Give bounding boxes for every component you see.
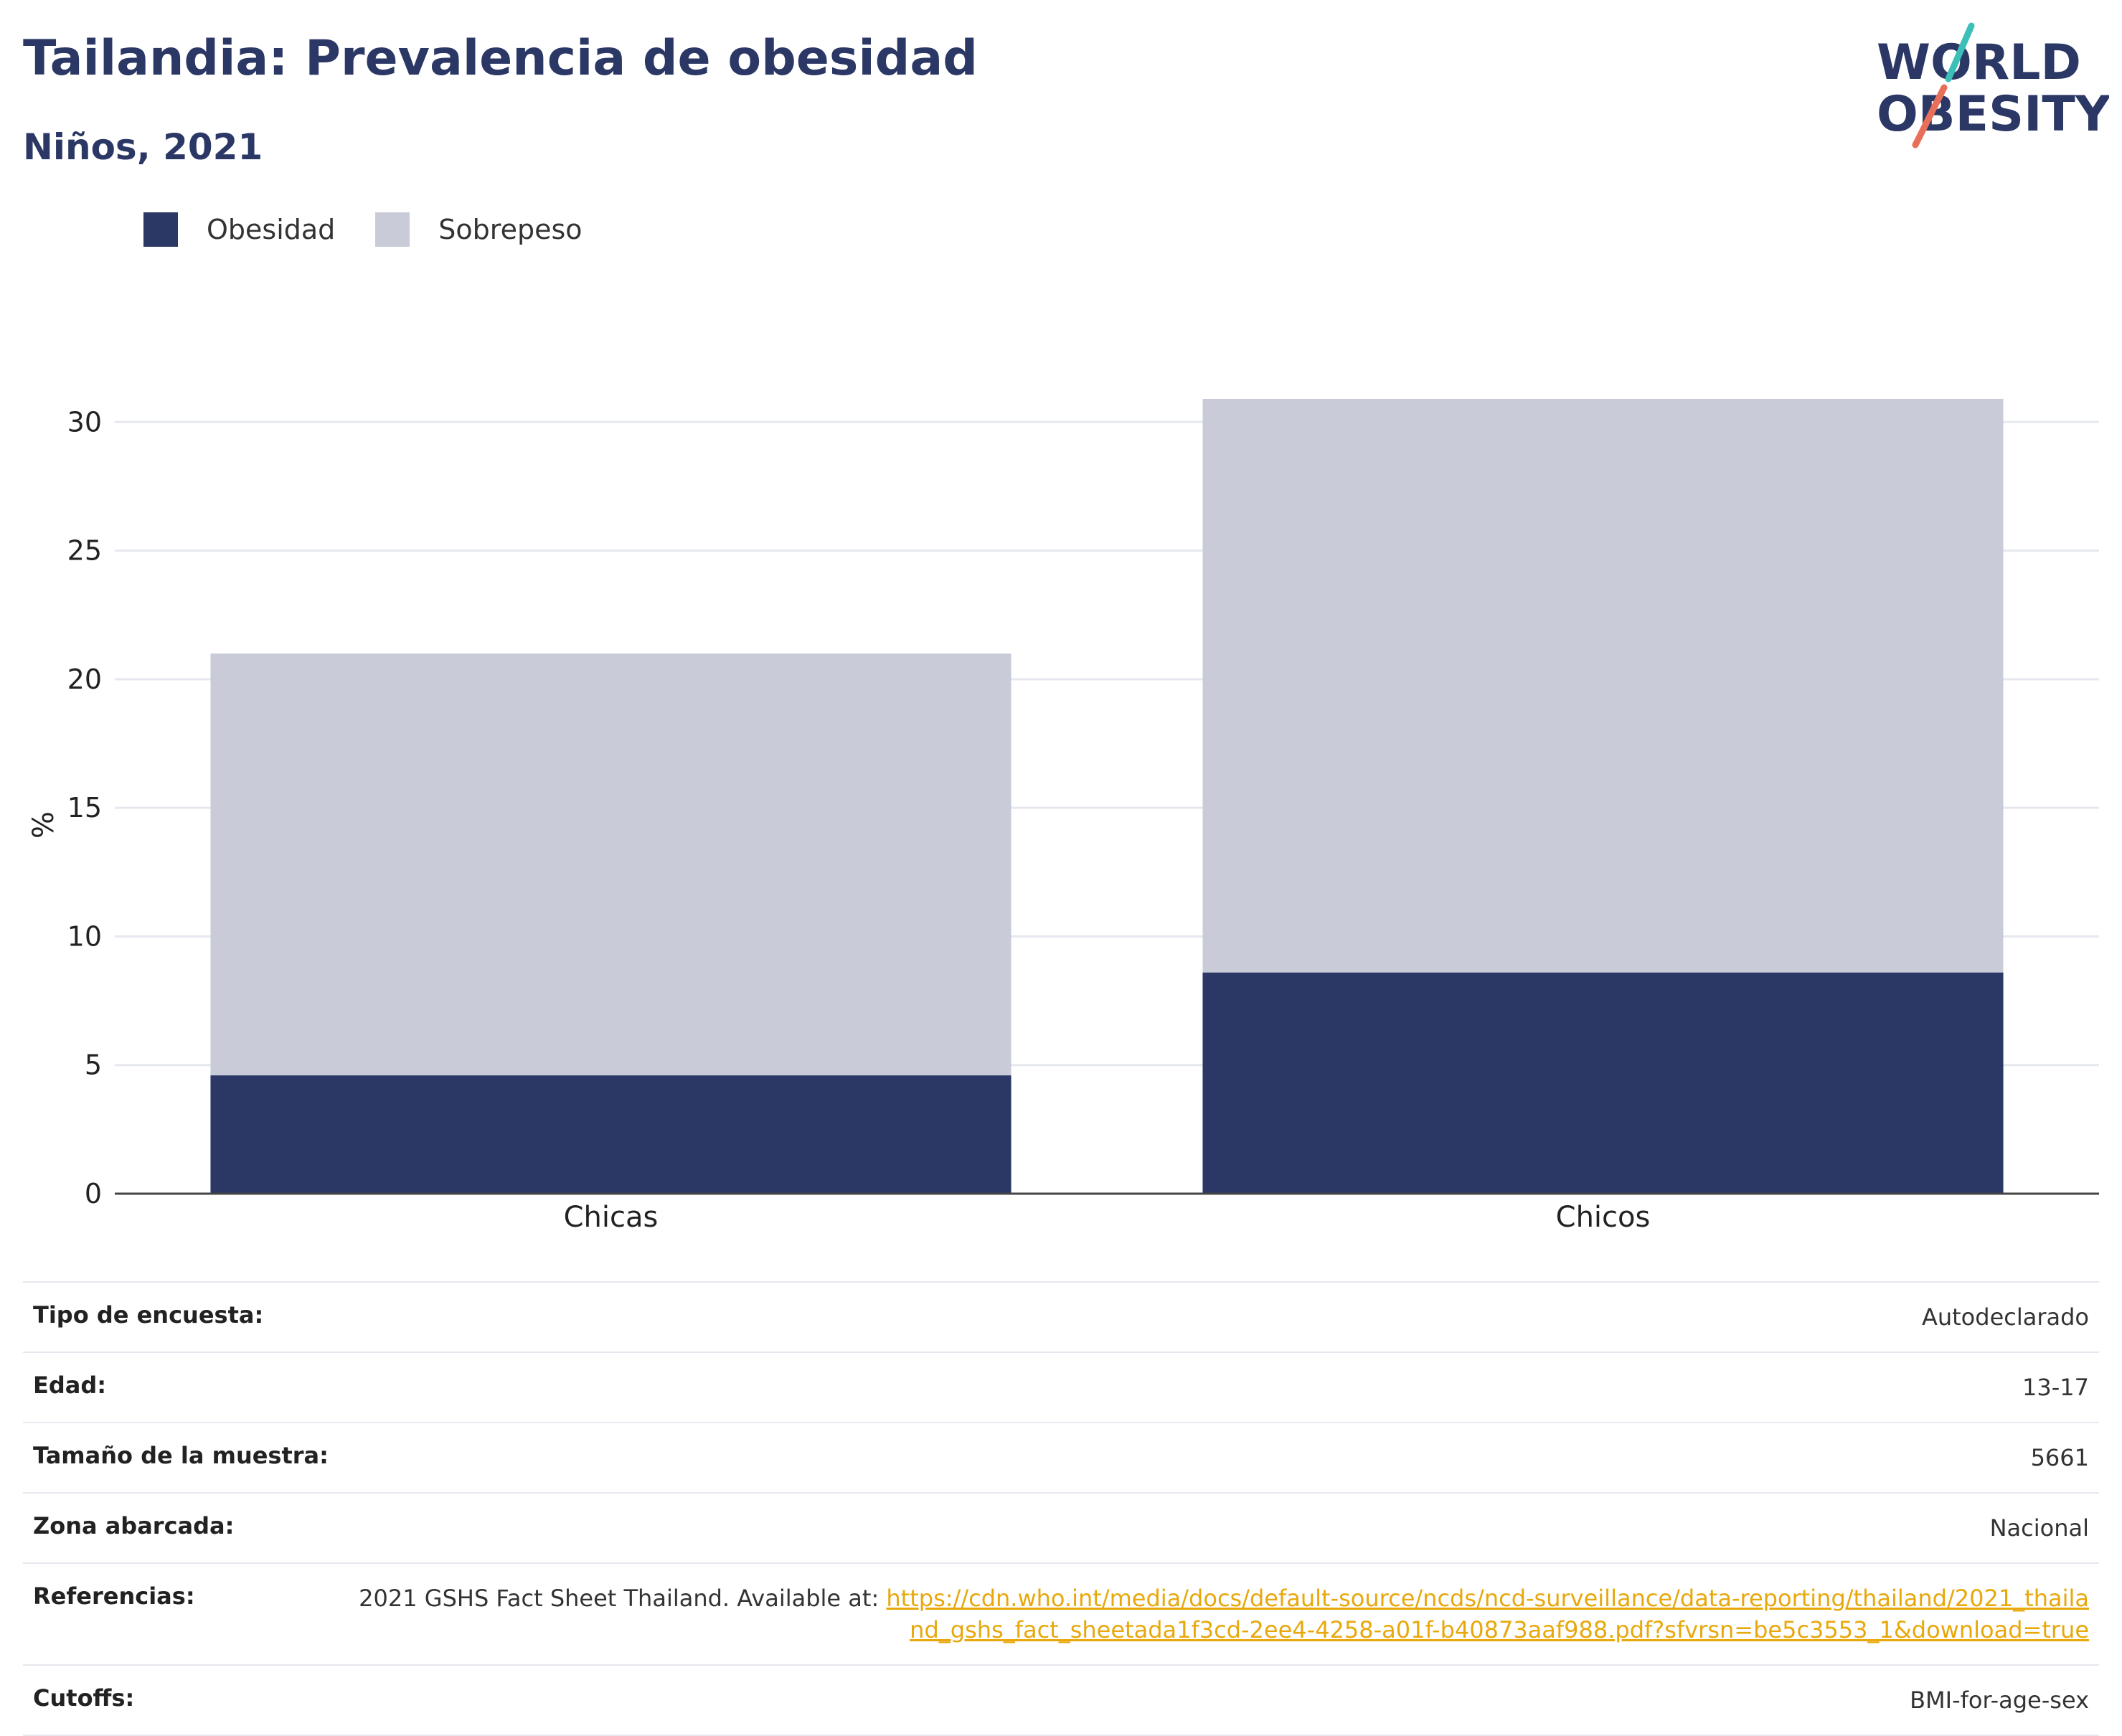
info-key: Tipo de encuesta: [33,1301,264,1329]
bar-sobrepeso-chicos [1202,399,2004,973]
x-tick-label: Chicos [1556,1201,1651,1234]
world-obesity-logo: WORLD OBESITY [1877,22,2109,148]
y-axis-title: % [27,811,60,839]
logo-line-1: WORLD [1877,34,2081,91]
info-row-survey-type: Tipo de encuesta: Autodeclarado [23,1282,2099,1352]
logo-line-2: OBESITY [1877,86,2109,143]
info-value: Autodeclarado [1921,1303,2089,1331]
bar-obesidad-chicos [1202,972,2004,1194]
page-title: Tailandia: Prevalencia de obesidad [23,30,978,87]
legend-label-sobrepeso: Sobrepeso [438,214,583,245]
page-subtitle: Niños, 2021 [23,126,263,168]
bar-chart: 0 5 10 15 20 25 30% Chicas Chicos [27,399,2099,1234]
y-tick-label: 30 [67,406,102,438]
info-value: BMI-for-age-sex [1910,1687,2089,1714]
bar-sobrepeso-chicas [210,653,1012,1076]
info-key: Cutoffs: [33,1684,135,1712]
info-table: Tipo de encuesta: Autodeclarado Edad: 13… [23,1281,2099,1736]
info-row-cutoffs: Cutoffs: BMI-for-age-sex [23,1665,2099,1735]
info-value: Nacional [1989,1514,2089,1542]
y-tick-label: 0 [85,1178,102,1209]
reference-link[interactable]: https://cdn.who.int/media/docs/default-s… [886,1585,2089,1643]
y-tick-label: 25 [67,535,102,567]
y-tick-label: 5 [85,1049,102,1081]
info-key: Tamaño de la muestra: [33,1442,329,1469]
x-tick-label: Chicas [564,1201,659,1234]
y-tick-label: 15 [67,792,102,824]
reference-text: 2021 GSHS Fact Sheet Thailand. Available… [359,1585,887,1612]
info-row-sample-size: Tamaño de la muestra: 5661 [23,1423,2099,1493]
y-tick-label: 10 [67,920,102,952]
bar-obesidad-chicas [210,1075,1012,1194]
logo-slash-bottom [1912,84,1948,148]
info-row-references: Referencias: 2021 GSHS Fact Sheet Thaila… [23,1563,2099,1665]
info-value: 13-17 [2022,1374,2089,1401]
info-key: Edad: [33,1372,107,1399]
legend-label-obesidad: Obesidad [207,214,336,245]
info-row-coverage: Zona abarcada: Nacional [23,1493,2099,1563]
logo-slash-top [1945,22,1975,82]
info-key: Zona abarcada: [33,1512,235,1539]
info-row-age: Edad: 13-17 [23,1352,2099,1423]
legend-item-obesidad[interactable]: Obesidad [143,212,335,247]
legend-swatch-sobrepeso [375,212,410,247]
info-value: 2021 GSHS Fact Sheet Thailand. Available… [339,1563,2099,1665]
chart-legend: Obesidad Sobrepeso [143,212,623,247]
info-value: 5661 [2030,1444,2089,1471]
info-key: Referencias: [33,1582,195,1610]
legend-item-sobrepeso[interactable]: Sobrepeso [375,212,583,247]
y-tick-label: 20 [67,664,102,695]
legend-swatch-obesidad [143,212,178,247]
